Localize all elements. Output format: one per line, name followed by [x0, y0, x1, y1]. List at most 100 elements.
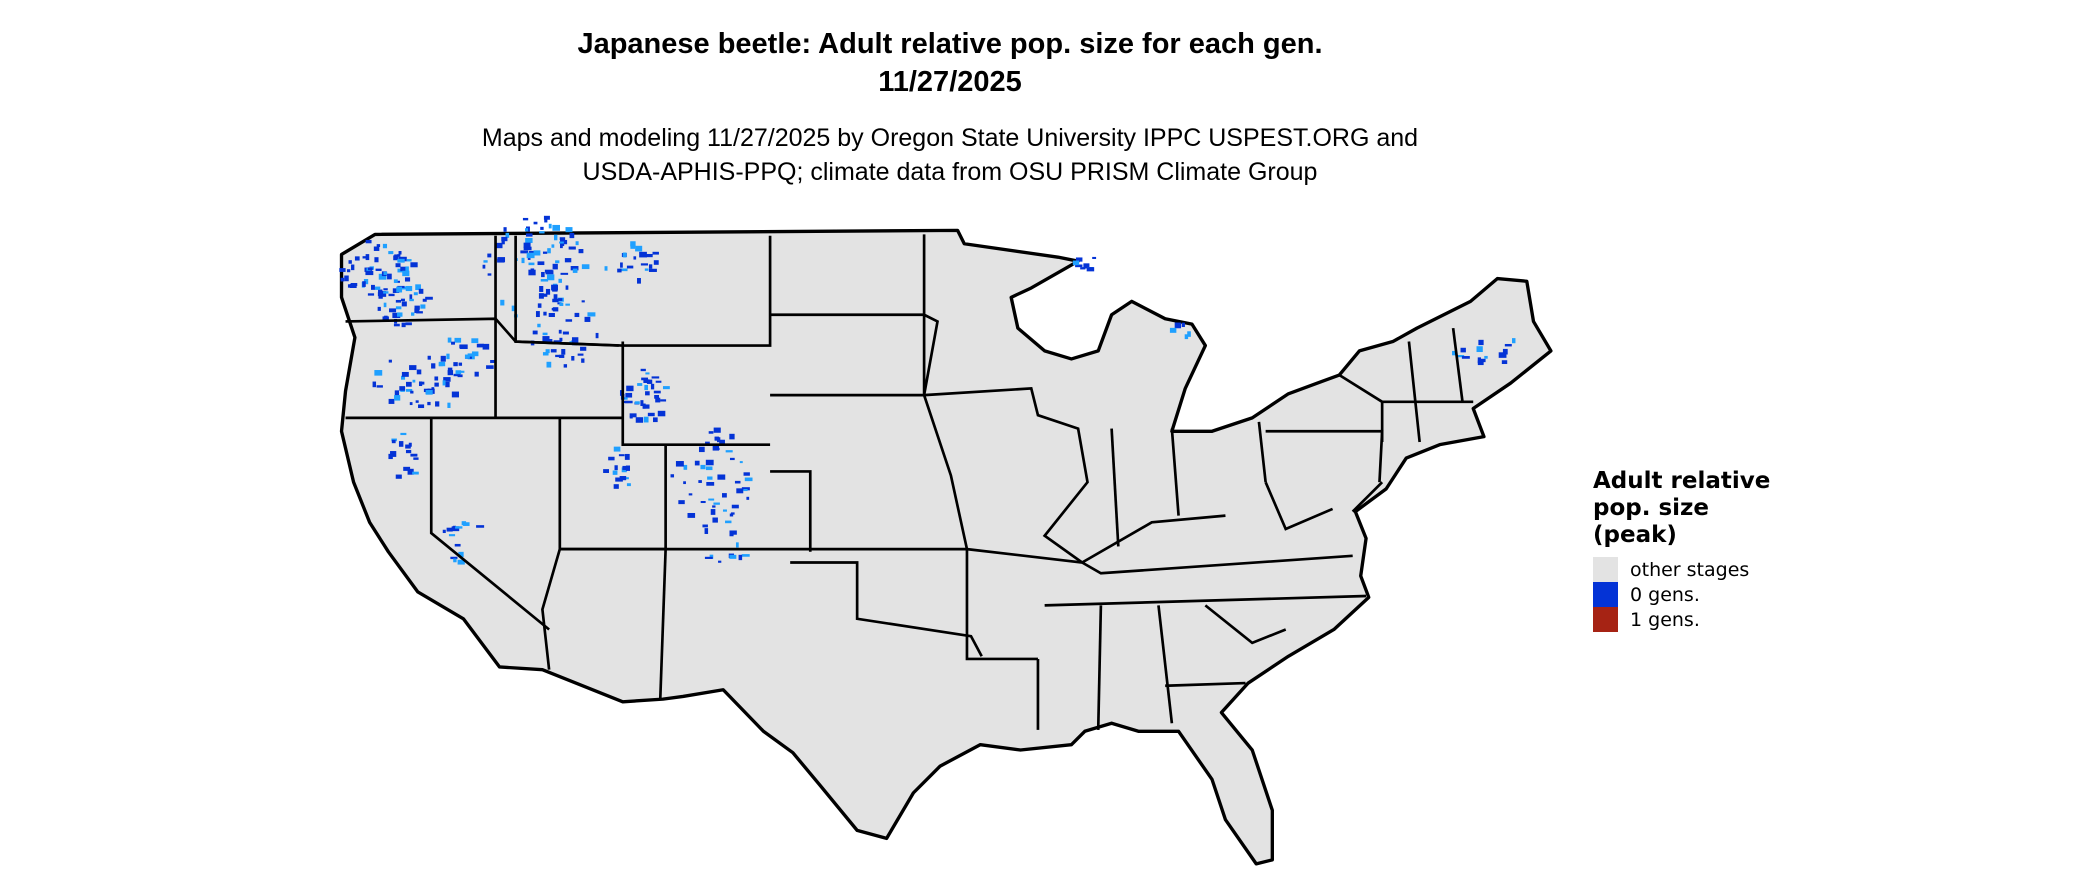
legend-label: 1 gens.: [1630, 608, 1700, 631]
zero-gen-cell: [581, 264, 590, 270]
zero-gen-cell: [708, 431, 714, 434]
legend-item-0-gens: 0 gens.: [1593, 582, 1770, 607]
zero-gen-cell: [410, 262, 418, 268]
zero-gen-cell: [542, 336, 550, 343]
zero-gen-cell: [1461, 356, 1470, 359]
zero-gen-cell: [471, 338, 479, 344]
zero-gen-cell: [410, 453, 418, 457]
zero-gen-cell: [620, 262, 623, 268]
zero-gen-cell: [454, 337, 462, 343]
zero-gen-cell: [630, 241, 636, 247]
zero-gen-cell: [708, 498, 715, 501]
zero-gen-cell: [1460, 347, 1466, 353]
zero-gen-cell: [1498, 352, 1507, 358]
zero-gen-cell: [397, 258, 405, 263]
zero-gen-cell: [730, 512, 735, 515]
zero-gen-cell: [558, 329, 562, 334]
zero-gen-cell: [626, 483, 631, 487]
zero-gen-cell: [1187, 331, 1191, 337]
zero-gen-cell: [455, 370, 462, 375]
zero-gen-cell: [482, 343, 490, 350]
zero-gen-cell: [648, 268, 657, 272]
zero-gen-cell: [624, 397, 628, 400]
zero-gen-cell: [528, 262, 535, 266]
zero-gen-cell: [641, 377, 649, 381]
zero-gen-cell: [569, 232, 575, 239]
zero-gen-cell: [375, 268, 382, 271]
state-border: [541, 548, 562, 670]
zero-gen-cell: [1484, 355, 1488, 359]
zero-gen-cell: [372, 381, 377, 388]
zero-gen-cell: [717, 474, 726, 480]
zero-gen-cell: [640, 263, 649, 266]
zero-gen-cell: [635, 245, 643, 252]
zero-gen-cell: [425, 389, 433, 395]
zero-gen-cell: [675, 461, 684, 467]
state-border: [966, 547, 1353, 575]
zero-gen-cell: [700, 500, 706, 504]
state-border: [1165, 681, 1246, 688]
zero-gen-cell: [363, 279, 369, 285]
zero-gen-cell: [421, 381, 425, 385]
zero-gen-cell: [383, 271, 388, 275]
zero-gen-cell: [746, 496, 750, 500]
zero-gen-cell: [645, 253, 653, 258]
zero-gen-cell: [604, 266, 608, 271]
zero-gen-cell: [736, 488, 744, 494]
zero-gen-cell: [442, 380, 446, 386]
zero-gen-cell: [392, 288, 400, 293]
zero-gen-cell: [559, 302, 564, 306]
zero-gen-cell: [613, 446, 621, 452]
zero-gen-cell: [400, 298, 405, 302]
zero-gen-cell: [453, 525, 457, 529]
legend-swatch: [1593, 557, 1618, 582]
state-border: [1264, 481, 1334, 531]
zero-gen-cell: [490, 359, 496, 363]
zero-gen-cell: [393, 279, 398, 283]
zero-gen-cell: [1083, 263, 1090, 269]
zero-gen-cell: [446, 353, 450, 360]
zero-gen-cell: [455, 526, 463, 529]
zero-gen-cell: [541, 271, 545, 278]
zero-gen-cell: [571, 355, 575, 361]
zero-gen-cell: [374, 286, 381, 290]
zero-gen-cell: [643, 416, 649, 423]
zero-gen-cell: [459, 344, 468, 349]
zero-gen-cell: [391, 439, 396, 444]
zero-gen-cell: [362, 256, 368, 259]
zero-gen-cell: [653, 390, 661, 394]
zero-gen-cell: [409, 298, 414, 302]
zero-gen-cell: [645, 391, 650, 396]
zero-gen-cell: [413, 292, 418, 296]
zero-gen-cell: [603, 469, 610, 473]
zero-gen-cell: [713, 427, 721, 433]
state-border: [1170, 428, 1180, 516]
zero-gen-cell: [698, 446, 705, 453]
state-border: [622, 235, 772, 347]
legend-title-line: (peak): [1593, 522, 1677, 548]
zero-gen-cell: [451, 526, 460, 532]
zero-gen-cell: [624, 453, 630, 460]
zero-gen-cell: [344, 275, 349, 282]
zero-gen-cell: [539, 231, 545, 234]
zero-gen-cell: [401, 322, 406, 328]
zero-gen-cell: [1476, 346, 1483, 353]
zero-gen-cell: [1174, 322, 1182, 329]
zero-gen-cell: [613, 484, 619, 489]
zero-gen-cell: [390, 451, 397, 457]
zero-gen-cell: [467, 353, 475, 360]
zero-gen-cell: [554, 234, 558, 241]
low-generation-areas: [339, 215, 1516, 565]
zero-gen-cell: [545, 349, 550, 354]
zero-gen-cell: [418, 288, 424, 294]
zero-gen-cell: [487, 273, 492, 276]
zero-gen-cell: [420, 304, 426, 309]
zero-gen-cell: [722, 493, 727, 498]
zero-gen-cell: [384, 315, 388, 321]
zero-gen-cell: [395, 263, 401, 268]
zero-gen-cell: [482, 264, 486, 269]
zero-gen-cell: [581, 358, 585, 363]
zero-gen-cell: [376, 385, 383, 388]
zero-gen-cell: [447, 337, 452, 343]
zero-gen-cell: [393, 255, 399, 261]
